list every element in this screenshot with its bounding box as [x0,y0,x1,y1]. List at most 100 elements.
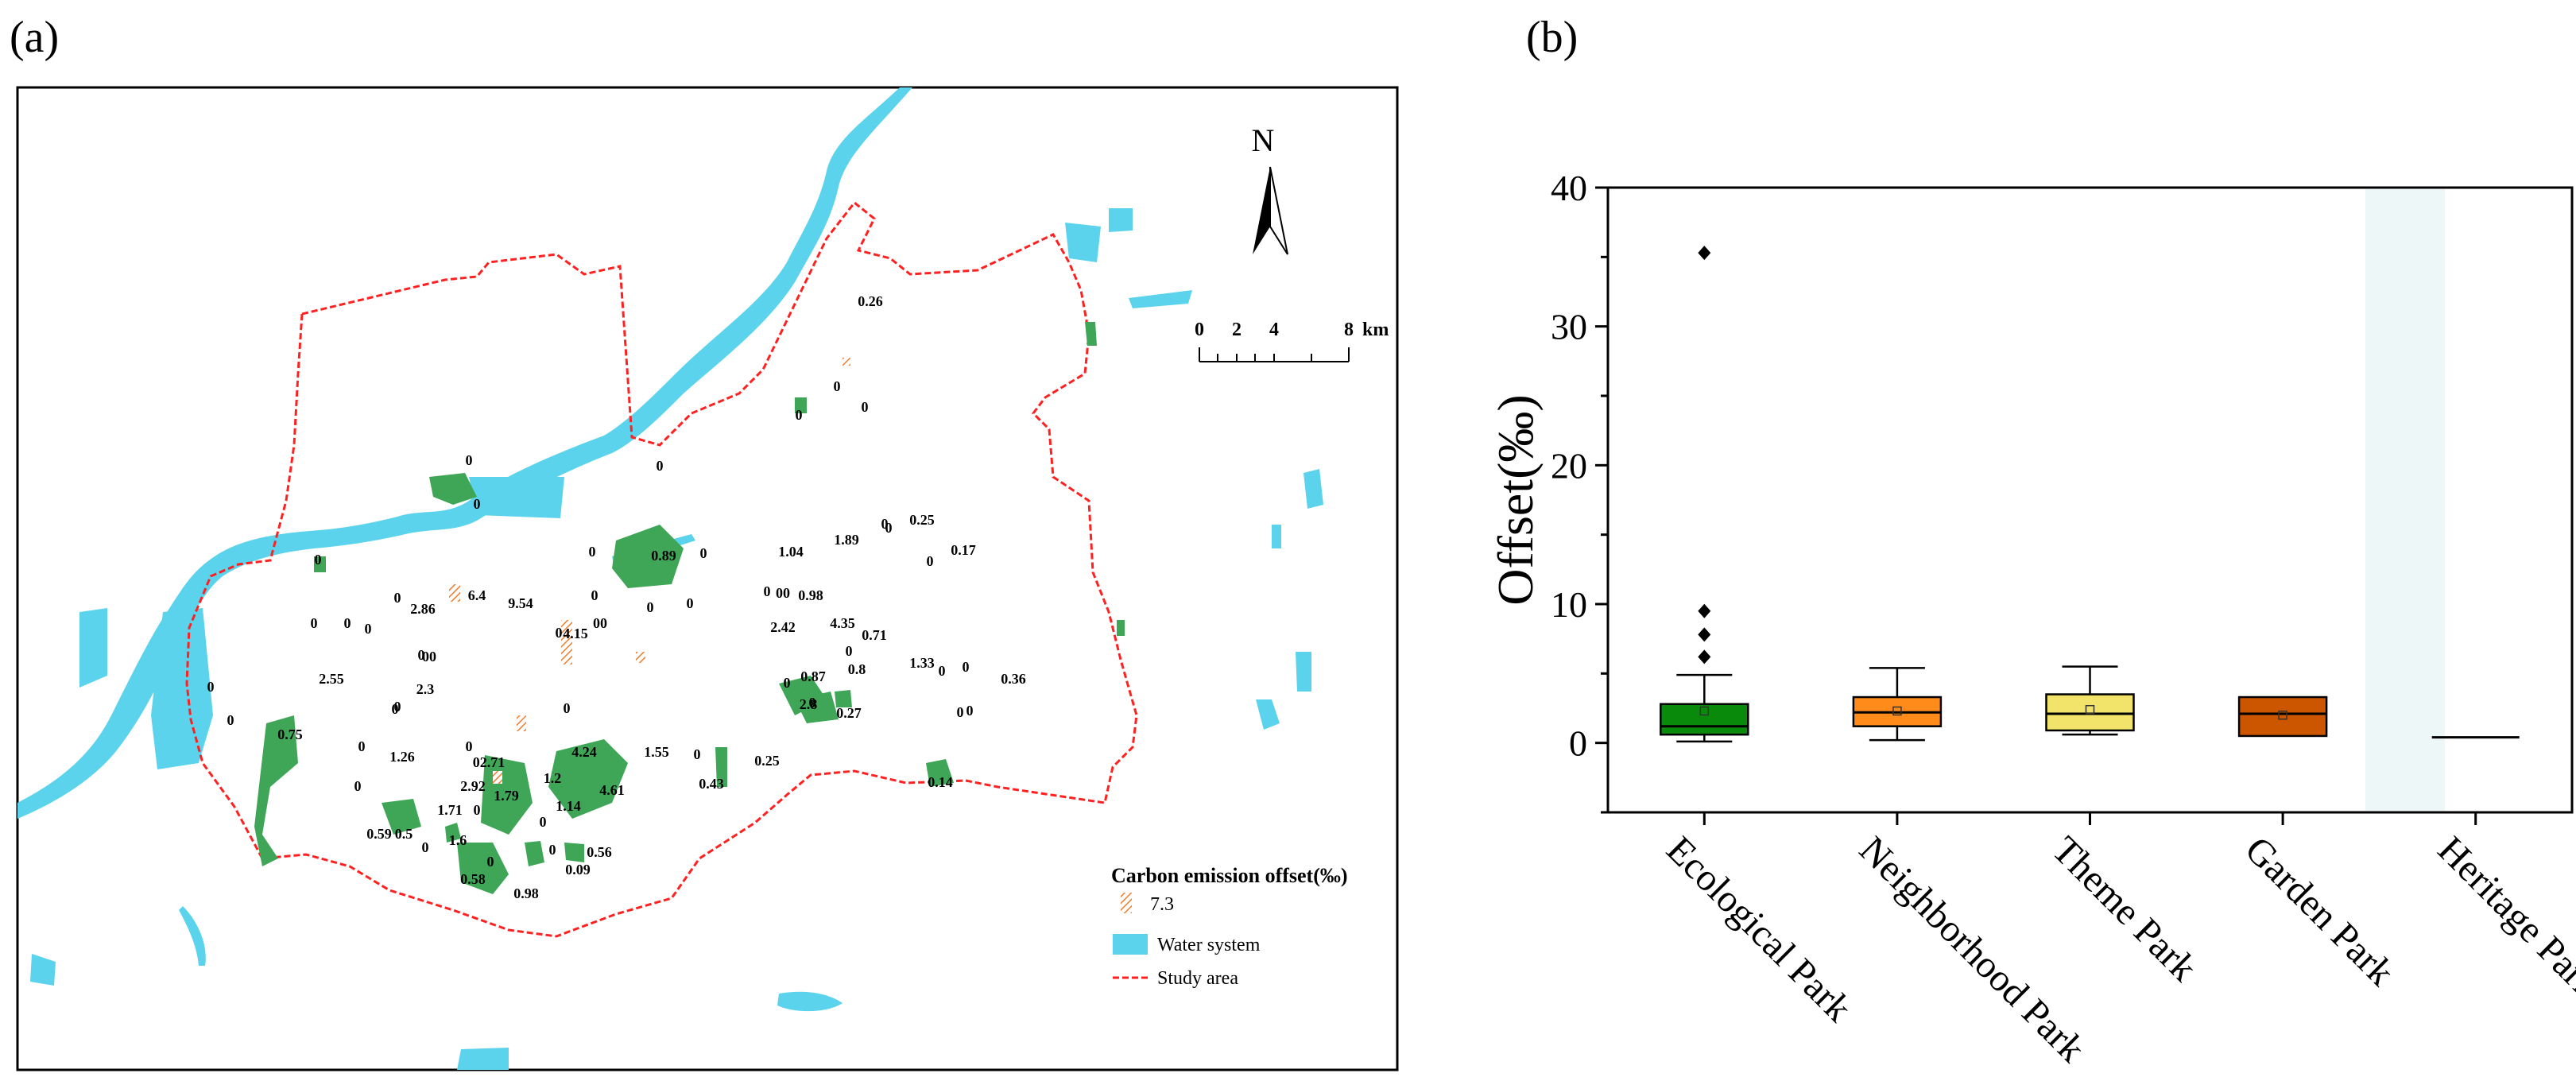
park-value-label: 0.25 [909,512,935,528]
park-value-label: 0.58 [460,871,486,887]
park-value-label: 0 [487,854,494,870]
legend-hatch-swatch [1121,893,1132,913]
x-category-label: Theme Park [2044,828,2205,989]
park-value-label: 2.55 [319,671,344,687]
park-value-label: 0 [881,516,889,532]
mean-marker [1892,706,1902,716]
park-value-label: 4.15 [563,626,588,641]
north-arrow: N [1252,122,1288,255]
park-value-label: 0 [657,458,664,474]
box-3: Theme Park [2044,665,2205,990]
box-1: Ecological Park [1659,246,1860,1030]
legend-item-boundary: Study area [1157,968,1238,989]
park-value-label: 0 [392,701,399,717]
park-value-label: 0 [556,625,563,641]
legend-item-hatched: 7.3 [1150,894,1174,915]
park-value-label: 4.61 [599,782,625,798]
park-value-label: 1.2 [544,770,562,786]
park-value-label: 0 [466,452,473,468]
mean-marker [1699,706,1710,716]
park-value-label: 0.5 [395,826,413,842]
park-value-label: 0 [365,621,372,637]
park-value-label: 0 [549,842,556,858]
y-tick-label: 0 [1569,723,1587,764]
park-value-label: 1.04 [778,544,804,560]
x-category-label: Heritage Park [2430,828,2576,1007]
park-value-label: 0.89 [651,548,676,564]
park-value-label: 0.17 [951,542,976,558]
park-value-label: 0.56 [587,844,612,860]
park-value-label: 0 [927,553,934,569]
y-tick-label: 30 [1551,307,1587,347]
hatch-marker [636,652,645,663]
park-value-label: 0.98 [513,885,539,901]
box-iqr [2237,695,2328,738]
outlier-point [1698,246,1711,261]
scale-tick-4: 4 [1269,320,1279,340]
park-value-label: 0 [474,496,481,512]
park-value-label: 1.26 [389,749,415,765]
hatch-marker [843,358,850,366]
park-value-label: 0 [311,615,318,631]
park-value-label: 1.33 [909,655,935,671]
scale-tick-2: 2 [1232,320,1242,340]
park-value-label: 0.43 [699,776,724,792]
park-value-label: 1.14 [556,798,581,814]
park-value-label: 0 [358,738,366,754]
north-arrow-label: N [1252,122,1275,158]
panel-b-label: (b) [1526,13,1578,62]
park-value-label: 0 [862,399,869,415]
park-value-label: 0.36 [1001,671,1026,687]
box-iqr [2045,693,2135,732]
park-value-label: 0 [422,839,429,855]
park-value-label: 0.59 [366,826,392,842]
park-value-label: 0.26 [858,293,883,309]
park-value-label: 0.71 [862,627,887,643]
x-category-label: Garden Park [2237,828,2402,994]
park-value-label: 1.71 [437,802,463,818]
park-value-label: 00 [422,649,436,664]
park-value-label: 0 [207,679,215,695]
outlier-point [1698,603,1711,618]
water-system [17,87,1323,1070]
park-value-label: 0.09 [565,862,591,878]
park-value-label: 2.3 [416,681,435,697]
park-value-label: 0 [764,583,771,599]
park-value-label: 00 [593,615,607,631]
park-value-label: 0.87 [800,668,826,684]
outlier-point [1698,627,1711,642]
park-value-label: 0 [474,802,481,818]
park-value-label: 0.14 [928,774,953,790]
north-arrow-shape-left [1253,167,1270,254]
park-value-label: 0 [687,595,694,611]
park-value-label: 9.54 [508,595,533,611]
map-legend: Carbon emission offset(‰) 7.3 Water syst… [1111,864,1348,989]
scale-tick-0: 0 [1195,320,1204,340]
park-value-label: 0 [834,378,841,394]
park-value-label: 0 [809,695,816,711]
park-value-label: 2.8 [800,696,818,712]
park-value-label: 0 [227,712,234,728]
carbon-offset-markers [449,358,850,784]
y-tick-label: 10 [1551,584,1587,625]
hatch-marker [493,771,502,784]
park-value-label: 6.4 [468,587,486,603]
park-value-label: 00 [776,585,790,601]
park-value-label: 0.75 [277,726,303,742]
scale-bar: 0 2 4 8 km [1195,320,1389,362]
park-value-label: 0 [694,746,701,762]
park-value-label: 1.89 [834,532,859,548]
park-value-label: 02.71 [473,754,506,770]
park-value-label: 2.86 [410,601,436,617]
park-value-label: 2.92 [460,778,486,794]
scale-unit: km [1362,320,1389,340]
mean-marker [2278,710,2287,720]
park-value-label: 0 [344,615,351,631]
hatch-marker [561,620,572,664]
park-value-label: 0 [564,700,571,716]
park-value-label: 4.35 [830,615,855,631]
park-value-label: 0.98 [798,587,823,603]
park-value-label: 0 [796,407,803,423]
